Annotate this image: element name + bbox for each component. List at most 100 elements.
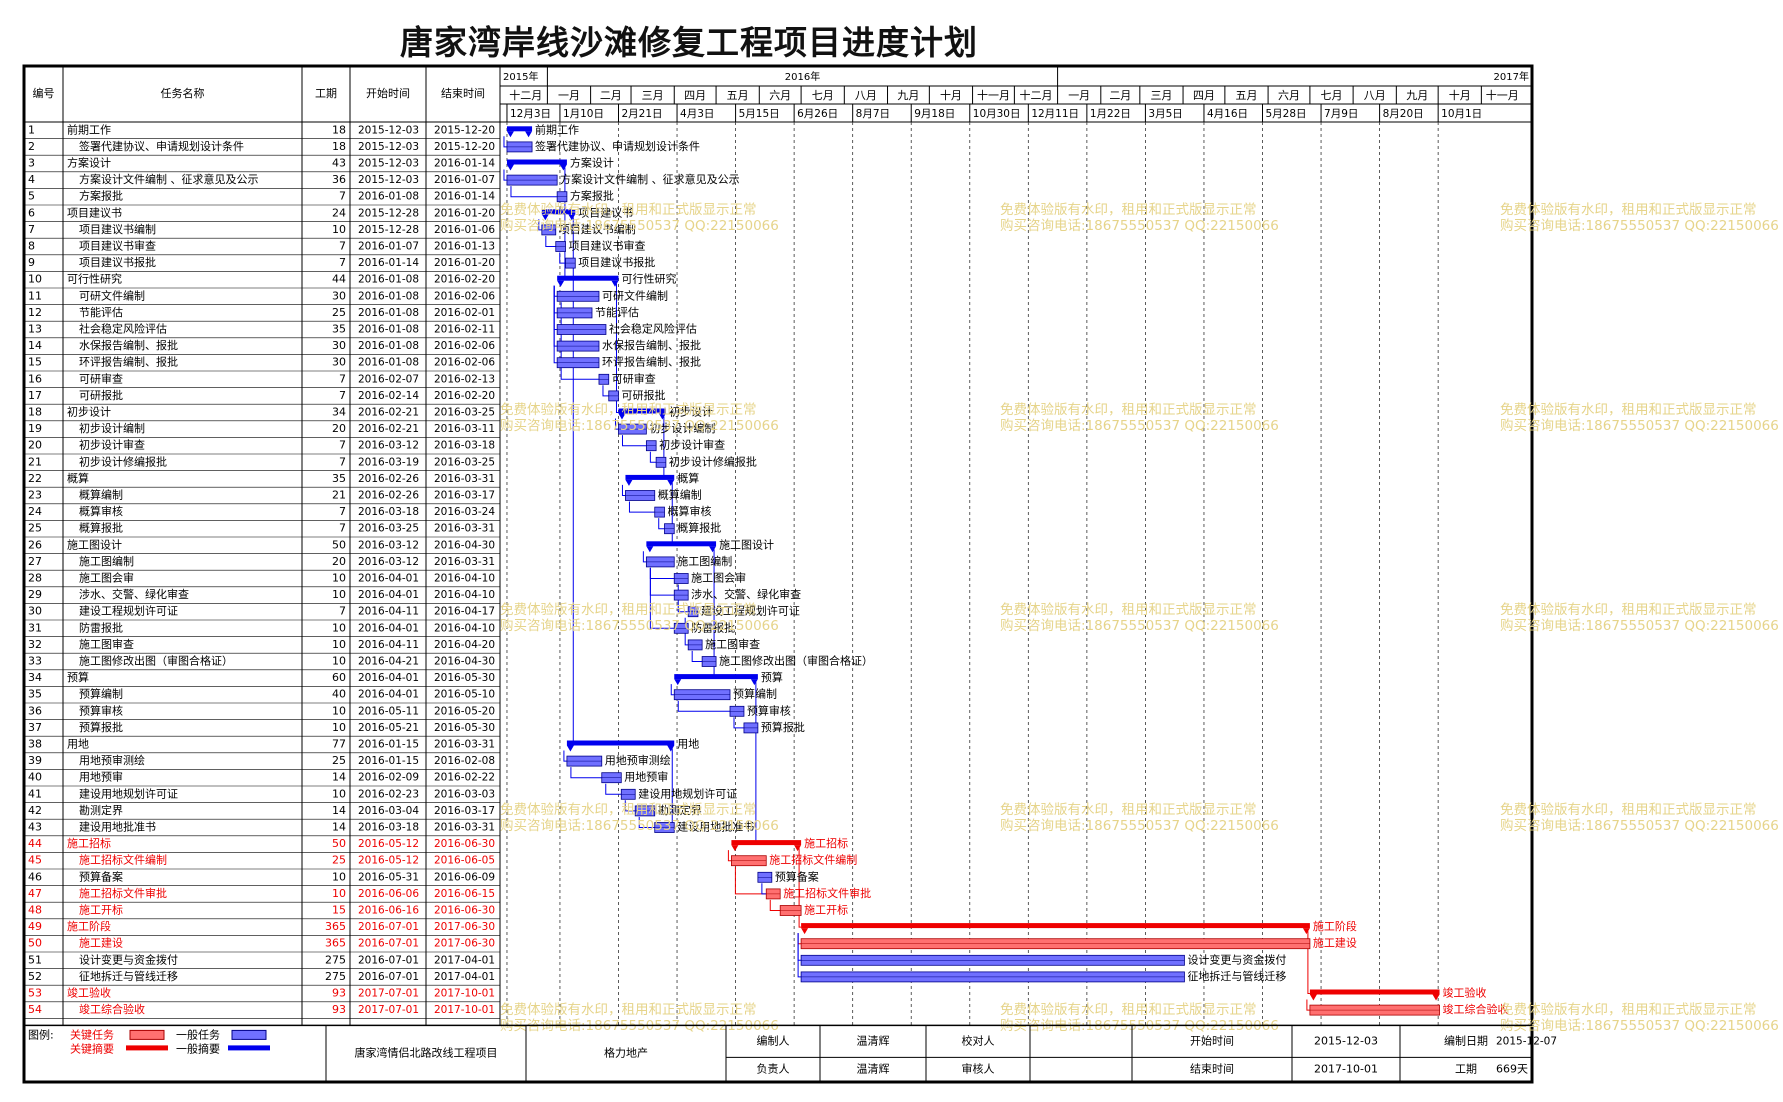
bar-label: 用地预审测绘 <box>605 753 671 767</box>
task-end: 2016-02-13 <box>434 373 495 385</box>
task-name: 概算审核 <box>79 504 123 518</box>
task-start: 2016-02-07 <box>358 373 419 385</box>
task-end: 2016-04-17 <box>434 606 495 618</box>
task-id: 28 <box>28 572 42 585</box>
summary-cap <box>794 845 802 852</box>
task-end: 2016-06-05 <box>434 855 495 867</box>
summary-bar <box>541 209 576 215</box>
dependency-link <box>649 567 675 579</box>
month-label: 四月 <box>1193 89 1215 102</box>
task-id: 17 <box>28 389 42 402</box>
task-end: 2016-03-31 <box>434 473 495 485</box>
dependency-link <box>798 848 802 928</box>
task-end: 2016-03-31 <box>434 556 495 568</box>
task-name: 节能评估 <box>79 305 123 319</box>
task-start: 2016-01-08 <box>358 340 419 352</box>
summary-cap <box>506 131 514 138</box>
month-label: 十一月 <box>1486 88 1519 102</box>
dependency-link <box>545 235 556 247</box>
bar-label: 初步设计编制 <box>649 421 715 435</box>
task-start: 2016-01-08 <box>358 191 419 203</box>
task-end: 2016-04-30 <box>434 656 495 668</box>
task-id: 1 <box>28 123 35 136</box>
dependency-link <box>621 484 626 496</box>
week-label: 8月20日 <box>1383 108 1424 120</box>
month-label: 九月 <box>897 89 919 102</box>
task-end: 2016-03-31 <box>434 523 495 535</box>
task-id: 27 <box>28 555 42 568</box>
task-duration: 14 <box>332 771 346 784</box>
task-name: 用地预审测绘 <box>79 753 145 767</box>
month-label: 十月 <box>1449 88 1471 102</box>
watermark-text: 免费体验版有水印，租用和正式版显示正常 <box>1500 202 1757 218</box>
dependency-link <box>649 567 675 629</box>
task-id: 41 <box>28 787 42 800</box>
task-end: 2016-01-14 <box>434 191 495 203</box>
dependency-link <box>570 767 602 779</box>
task-name: 征地拆迁与管线迁移 <box>79 969 178 983</box>
task-start: 2016-03-18 <box>358 822 419 834</box>
dependency-link <box>677 700 731 712</box>
task-end: 2016-04-10 <box>434 622 495 634</box>
dependency-link <box>628 501 655 513</box>
task-id: 2 <box>28 140 35 153</box>
task-id: 47 <box>28 887 42 900</box>
task-id: 8 <box>28 240 35 253</box>
task-name: 施工图设计 <box>67 538 122 551</box>
watermark-text: 购买咨询电话:18675550537 QQ:22150066 <box>500 218 779 234</box>
footer-checker-label: 校对人 <box>962 1033 995 1047</box>
task-duration: 34 <box>332 406 346 419</box>
watermark-text: 免费体验版有水印，租用和正式版显示正常 <box>500 602 757 618</box>
dependency-link <box>559 252 566 264</box>
column-header-id: 编号 <box>33 86 55 100</box>
footer-start: 2015-12-03 <box>1314 1034 1378 1047</box>
bar-label: 项目建议书 <box>578 205 633 219</box>
dependency-link <box>649 567 675 596</box>
task-end: 2017-10-01 <box>434 1004 495 1016</box>
task-duration: 10 <box>332 588 346 601</box>
task-start: 2016-07-01 <box>358 954 419 966</box>
task-end: 2016-02-22 <box>434 772 495 784</box>
task-start: 2016-02-21 <box>358 407 419 419</box>
bar-label: 概算报批 <box>677 521 721 535</box>
bar-label: 施工图编制 <box>677 554 732 568</box>
footer-date-label: 编制日期 <box>1444 1033 1488 1047</box>
task-duration: 10 <box>332 655 346 668</box>
task-duration: 20 <box>332 555 346 568</box>
watermark-text: 免费体验版有水印，租用和正式版显示正常 <box>500 1002 757 1018</box>
month-label: 九月 <box>1406 89 1428 102</box>
task-end: 2016-02-08 <box>434 755 495 767</box>
summary-cap <box>667 745 675 752</box>
dependency-link <box>691 650 703 662</box>
column-header-end: 结束时间 <box>441 87 485 100</box>
task-id: 29 <box>28 588 42 601</box>
task-duration: 10 <box>332 638 346 651</box>
task-id: 23 <box>28 489 42 502</box>
task-end: 2016-04-10 <box>434 589 495 601</box>
task-end: 2017-10-01 <box>434 988 495 1000</box>
bar-label: 项目建议书审查 <box>569 239 646 253</box>
task-id: 4 <box>28 173 35 186</box>
bar-label: 可研审查 <box>612 371 656 385</box>
summary-bar <box>557 275 619 281</box>
task-end: 2017-06-30 <box>434 921 495 933</box>
task-duration: 7 <box>339 505 346 518</box>
task-end: 2016-03-25 <box>434 456 495 468</box>
task-duration: 25 <box>332 754 346 767</box>
task-id: 21 <box>28 455 42 468</box>
watermark-text: 购买咨询电话:18675550537 QQ:22150066 <box>1500 418 1779 434</box>
task-start: 2016-06-16 <box>358 905 419 917</box>
footer-date: 2015-12-07 <box>1496 1035 1557 1047</box>
week-label: 12月3日 <box>510 108 551 120</box>
task-name: 社会稳定风险评估 <box>79 322 167 336</box>
task-duration: 7 <box>339 372 346 385</box>
task-id: 18 <box>28 406 42 419</box>
bar-label: 可研文件编制 <box>602 288 668 302</box>
task-id: 16 <box>28 372 42 385</box>
task-end: 2016-02-11 <box>434 324 495 336</box>
task-end: 2015-12-20 <box>434 124 495 136</box>
summary-bar <box>625 474 675 480</box>
task-id: 30 <box>28 605 42 618</box>
task-duration: 50 <box>332 837 346 850</box>
